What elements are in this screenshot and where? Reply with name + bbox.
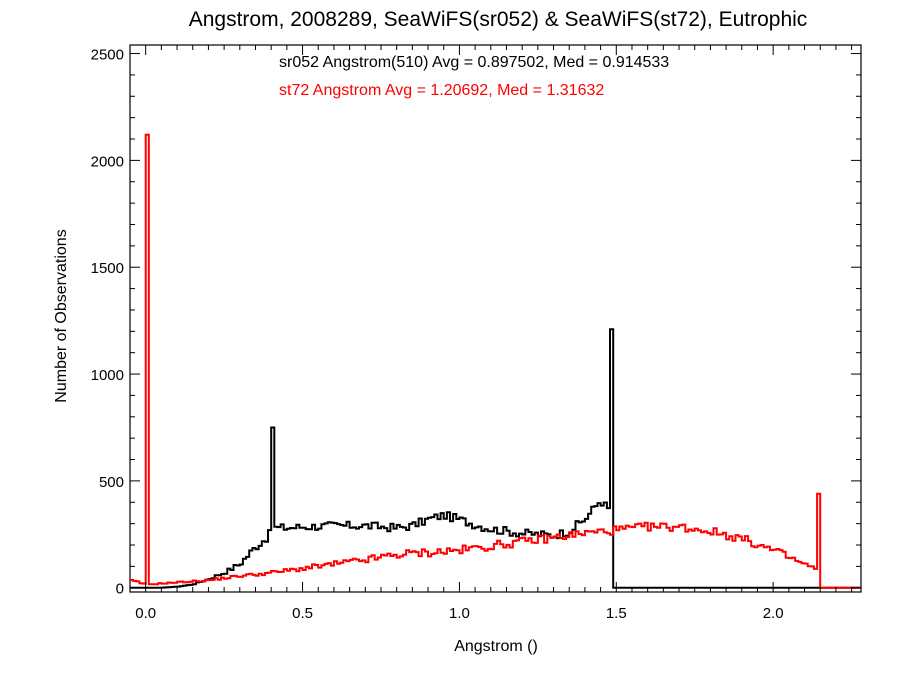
x-axis-label: Angstrom () (454, 638, 538, 655)
y-tick-label: 2500 (91, 47, 124, 64)
y-tick-label: 1000 (91, 367, 124, 384)
y-tick-label: 2000 (91, 153, 124, 170)
sr052-stats-annotation: sr052 Angstrom(510) Avg = 0.897502, Med … (279, 54, 669, 71)
axis-ticks: 0.0 0.5 1.0 1.5 2.0 0 500 1000 1500 2000 2500 (91, 45, 861, 622)
y-tick-label: 0 (116, 581, 124, 598)
x-tick-label: 2.0 (763, 605, 784, 622)
plot-frame (129, 44, 862, 593)
chart-title: Angstrom, 2008289, SeaWiFS(sr052) & SeaW… (189, 8, 808, 31)
y-tick-label: 500 (99, 474, 124, 491)
y-tick-label: 1500 (91, 260, 124, 277)
series-sr052-histogram (130, 328, 861, 589)
y-axis-label: Number of Observations (53, 229, 70, 402)
x-tick-label: 0.5 (292, 605, 313, 622)
x-tick-label: 1.5 (606, 605, 627, 622)
x-tick-label: 1.0 (449, 605, 470, 622)
plot-area (130, 133, 861, 589)
series-st72-histogram (130, 133, 861, 589)
st72-stats-annotation: st72 Angstrom Avg = 1.20692, Med = 1.316… (279, 82, 604, 99)
x-tick-label: 0.0 (135, 605, 156, 622)
